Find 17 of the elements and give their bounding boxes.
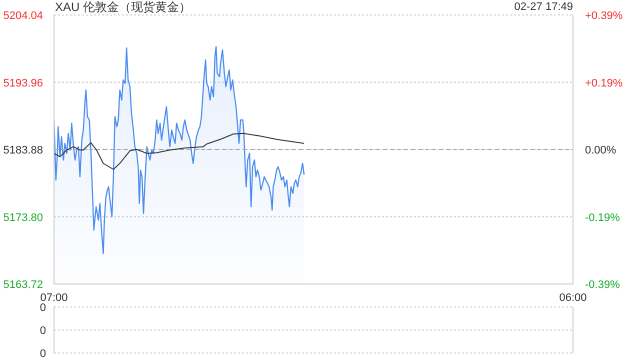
text: 0 xyxy=(40,348,46,360)
y2-tick-label: 0.00% xyxy=(585,144,616,156)
text: 02-27 17:49 xyxy=(514,0,573,14)
y2-tick-label: +0.19% xyxy=(585,77,623,90)
text: 0 xyxy=(40,325,46,337)
x-tick-label: 06:00 xyxy=(559,292,587,304)
x-tick-label: 07:00 xyxy=(40,292,68,304)
y2-tick-label: +0.39% xyxy=(585,10,623,22)
y-tick-label: 5163.72 xyxy=(3,279,43,291)
chart-title: XAU 伦敦金（现货黄金） xyxy=(55,0,192,14)
y-tick-label: 5204.04 xyxy=(3,10,43,22)
text: 0 xyxy=(40,302,46,314)
y2-tick-label: -0.19% xyxy=(585,212,620,224)
y-tick-label: 5183.88 xyxy=(3,144,43,156)
y-tick-label: 5193.96 xyxy=(3,77,43,90)
y-tick-label: 5173.80 xyxy=(3,212,43,224)
y2-tick-label: -0.39% xyxy=(585,279,620,291)
